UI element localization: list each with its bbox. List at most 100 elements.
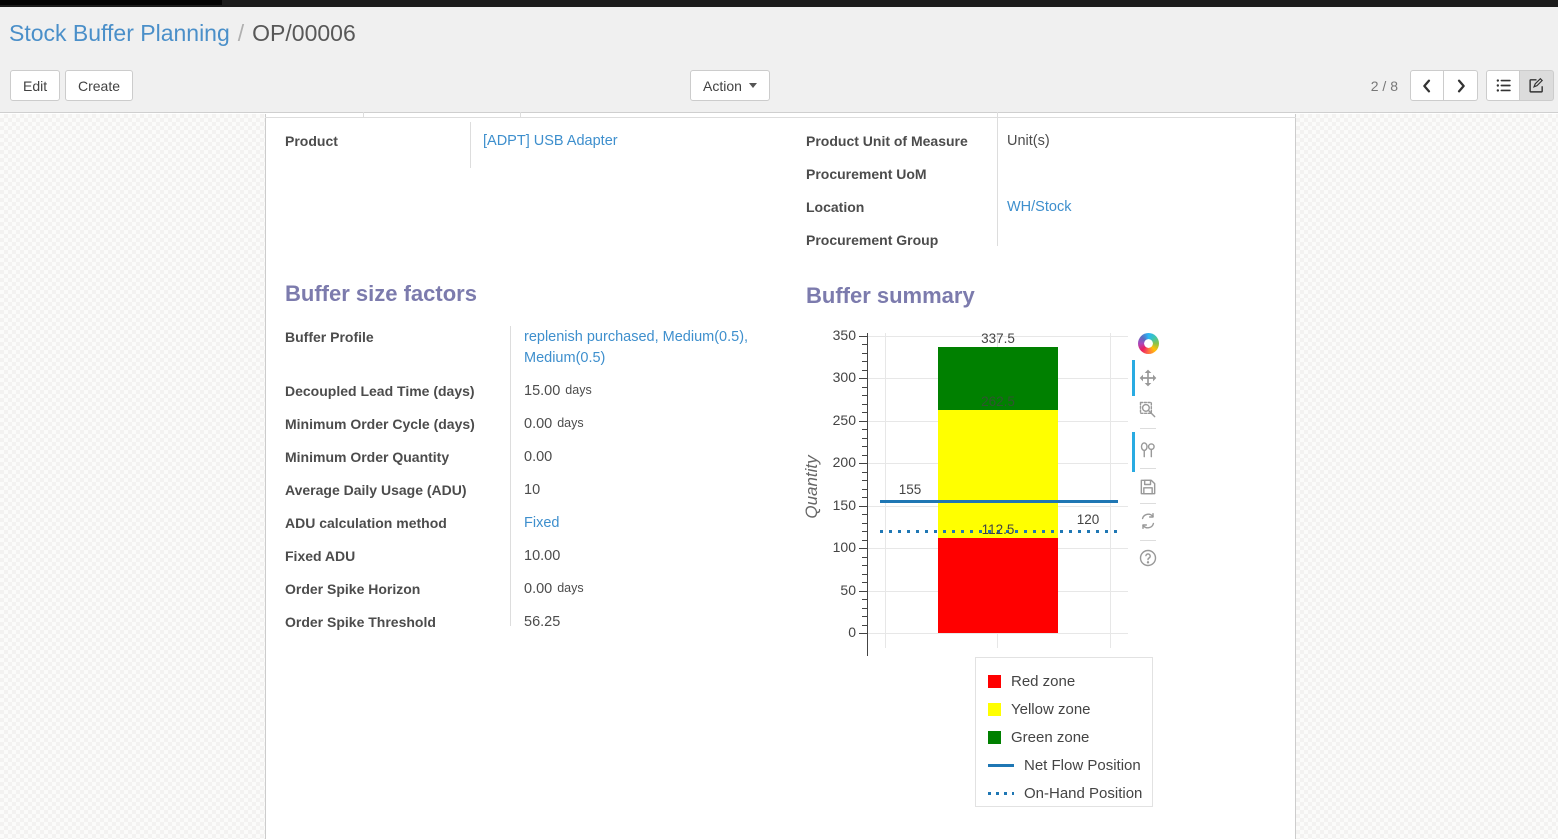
action-label: Action [703, 77, 742, 94]
plotly-logo-icon[interactable] [1137, 332, 1159, 354]
legend-item[interactable]: Net Flow Position [976, 751, 1152, 779]
field-row: ADU calculation method Fixed [285, 508, 790, 541]
net-flow-position-line [880, 499, 1118, 503]
field-value-cell: 0.00 days [510, 414, 790, 435]
list-view-button[interactable] [1486, 70, 1520, 101]
field-value-link[interactable]: replenish purchased, Medium(0.5), Medium… [524, 329, 749, 366]
legend-item[interactable]: On-Hand Position [976, 779, 1152, 807]
buffer-factors-field-group: Buffer Profile replenish purchased, Mediu… [285, 322, 790, 640]
field-label: Buffer Profile [285, 329, 374, 345]
modebar-divider [1140, 503, 1156, 504]
y-tick-label: 200 [832, 454, 856, 471]
y-minor-tick [862, 539, 867, 541]
field-value: 0.00 [524, 449, 553, 465]
action-dropdown-button[interactable]: Action [690, 70, 770, 101]
y-axis-title: Quantity [802, 455, 821, 519]
field-label: ADU calculation method [285, 515, 447, 531]
field-label: Procurement UoM [806, 166, 927, 182]
edit-button[interactable]: Edit [10, 70, 61, 101]
legend-item[interactable]: Green zone [976, 723, 1152, 751]
y-minor-tick [862, 403, 867, 405]
legend-label: Yellow zone [1011, 700, 1091, 718]
legend-item[interactable]: Red zone [976, 667, 1152, 695]
y-minor-tick [862, 471, 867, 473]
help-icon[interactable] [1137, 547, 1159, 569]
field-value: 0.00 [524, 581, 553, 597]
y-tick-label: 0 [848, 624, 856, 640]
y-tick-label: 250 [832, 411, 856, 428]
y-minor-tick [862, 437, 867, 439]
gridline-v [1110, 333, 1111, 648]
apps-menu-segment[interactable] [0, 0, 222, 5]
field-label: Order Spike Horizon [285, 581, 421, 597]
breadcrumb-separator: / [237, 20, 245, 46]
group-separator [997, 118, 998, 246]
field-value-cell: 10 [510, 480, 790, 501]
field-label: Procurement Group [806, 232, 939, 248]
y-minor-tick [862, 514, 867, 516]
field-value-cell: 56.25 [510, 612, 790, 633]
green-zone-swatch [988, 730, 1001, 744]
group-separator [470, 122, 471, 168]
bar-value-label: 337.5 [981, 330, 1015, 346]
gridline-h [868, 633, 1128, 634]
breadcrumb-current: OP/00006 [252, 20, 356, 46]
y-minor-tick [862, 497, 867, 499]
modebar-divider [1140, 428, 1156, 429]
pager-previous-button[interactable] [1410, 70, 1444, 101]
top-nav-bar [0, 0, 1558, 7]
y-minor-tick [862, 607, 867, 609]
y-minor-tick [862, 488, 867, 490]
field-value: Unit(s) [1007, 133, 1050, 149]
sheet-top-row-border [265, 117, 1296, 118]
field-row: Order Spike Threshold 56.25 [285, 607, 790, 640]
field-value: 56.25 [524, 614, 561, 630]
y-minor-tick [862, 624, 867, 626]
field-row: Minimum Order Quantity 0.00 [285, 442, 790, 475]
legend-label: Net Flow Position [1024, 756, 1141, 774]
form-view-icon [1529, 77, 1544, 93]
zoom-icon[interactable] [1137, 399, 1159, 421]
pan-icon[interactable] [1137, 367, 1159, 389]
field-row: Procurement Group [806, 225, 1288, 258]
field-unit: days [557, 581, 584, 595]
field-value: 10.00 [524, 548, 561, 564]
field-label: Location [806, 199, 865, 215]
y-tick-label: 50 [840, 581, 856, 598]
y-minor-tick [862, 352, 867, 354]
bar-value-label: 262.5 [981, 394, 1015, 410]
y-tick-label: 100 [832, 539, 856, 556]
field-row: Product [ADPT] USB Adapter [285, 126, 785, 159]
field-value-cell: replenish purchased, Medium(0.5), Medium… [510, 327, 790, 369]
legend-item[interactable]: Yellow zone [976, 695, 1152, 723]
field-value-cell [1001, 164, 1288, 185]
info-field-group: Product Unit of Measure Unit(s) Procuremen… [806, 126, 1288, 258]
field-value-link[interactable]: WH/Stock [1007, 199, 1072, 215]
field-label: Product Unit of Measure [806, 133, 968, 149]
compare-hover-icon[interactable] [1137, 439, 1159, 461]
save-image-icon[interactable] [1137, 476, 1159, 498]
pager-next-button[interactable] [1444, 70, 1478, 101]
group-separator [510, 326, 511, 626]
create-button[interactable]: Create [65, 70, 134, 101]
y-minor-tick [862, 446, 867, 448]
field-row: Average Daily Usage (ADU) 10 [285, 475, 790, 508]
y-minor-tick [862, 522, 867, 524]
breadcrumb-parent-link[interactable]: Stock Buffer Planning [9, 20, 230, 46]
y-major-tick [859, 590, 867, 592]
reset-axes-icon[interactable] [1137, 510, 1159, 532]
field-value-link[interactable]: Fixed [524, 515, 560, 531]
chevron-right-icon [1457, 79, 1465, 92]
form-view-button[interactable] [1520, 70, 1554, 101]
y-minor-tick [862, 344, 867, 346]
field-value-link[interactable]: [ADPT] USB Adapter [483, 133, 618, 149]
y-minor-tick [862, 454, 867, 456]
modebar-divider [1140, 540, 1156, 541]
field-unit: days [557, 416, 584, 430]
legend-label: Green zone [1011, 728, 1090, 746]
modebar-divider [1140, 468, 1156, 469]
y-minor-tick [862, 582, 867, 584]
field-label: Decoupled Lead Time (days) [285, 383, 475, 399]
